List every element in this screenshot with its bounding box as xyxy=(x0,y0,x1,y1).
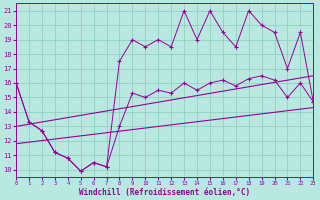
X-axis label: Windchill (Refroidissement éolien,°C): Windchill (Refroidissement éolien,°C) xyxy=(79,188,250,197)
